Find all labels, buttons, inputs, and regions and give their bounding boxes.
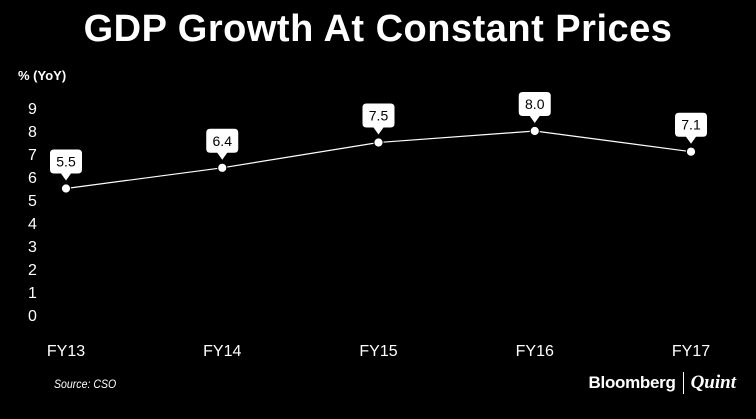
- data-label: 7.1: [681, 117, 701, 133]
- source-note: Source: CSO: [54, 377, 117, 391]
- y-tick-label: 0: [28, 308, 37, 325]
- x-tick-label: FY13: [47, 343, 85, 360]
- data-label-bubble: [362, 103, 395, 135]
- y-tick-label: 4: [28, 216, 37, 233]
- x-tick-label: FY17: [672, 343, 710, 360]
- brand-logo: Bloomberg Quint: [589, 372, 736, 394]
- brand-divider: [682, 372, 684, 394]
- data-point: [685, 146, 697, 157]
- y-axis-label: % (YoY): [18, 68, 66, 83]
- data-point: [529, 125, 540, 137]
- data-label-bubble: [675, 112, 707, 144]
- y-tick-label: 2: [28, 262, 37, 279]
- data-label: 6.4: [213, 133, 233, 149]
- y-tick-label: 9: [28, 101, 37, 118]
- y-tick-label: 7: [28, 147, 37, 164]
- x-tick-label: FY14: [203, 343, 241, 360]
- data-label: 7.5: [369, 108, 389, 124]
- x-tick-label: FY15: [359, 343, 397, 360]
- data-label: 5.5: [56, 154, 76, 170]
- data-point: [217, 162, 228, 173]
- y-tick-label: 1: [28, 285, 37, 302]
- x-tick-label: FY16: [516, 343, 554, 360]
- y-tick-label: 3: [28, 239, 37, 256]
- chart-title: GDP Growth At Constant Prices: [83, 8, 673, 50]
- data-point: [373, 137, 384, 148]
- y-tick-label: 5: [28, 193, 37, 210]
- data-label-bubble: [518, 92, 551, 123]
- data-label: 8.0: [525, 96, 545, 112]
- y-tick-label: 8: [28, 124, 37, 141]
- data-label-bubble: [50, 149, 82, 181]
- brand-quint: Quint: [690, 372, 736, 393]
- data-label-bubble: [206, 128, 239, 160]
- brand-bloomberg: Bloomberg: [588, 373, 676, 392]
- data-point: [60, 183, 72, 194]
- y-tick-label: 6: [28, 170, 37, 187]
